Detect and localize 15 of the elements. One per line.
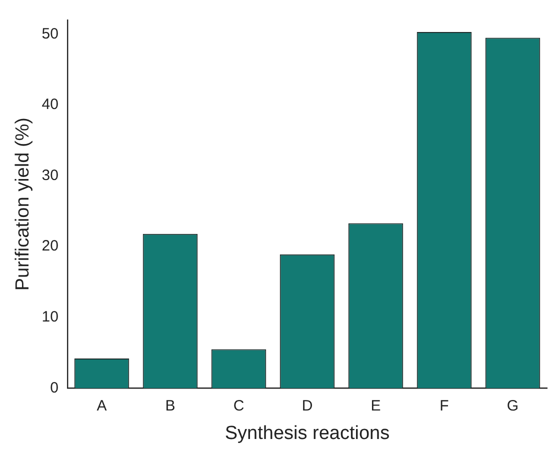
y-axis-title: Purification yield (%) — [12, 118, 34, 291]
x-tick-label: B — [165, 397, 176, 414]
x-tick-label: D — [302, 397, 313, 414]
y-tick-label: 50 — [42, 25, 58, 42]
x-tick-label: C — [233, 397, 244, 414]
y-tick-label: 30 — [42, 166, 58, 184]
y-tick-label: 0 — [50, 379, 58, 396]
x-tick-label: F — [440, 397, 449, 414]
y-tick-label: 20 — [42, 238, 58, 255]
x-tick-label: G — [506, 397, 519, 414]
y-tick-label: 40 — [42, 96, 58, 114]
x-tick-label: A — [96, 397, 107, 414]
y-tick-label: 10 — [42, 308, 58, 326]
x-tick-label: E — [370, 397, 381, 414]
x-axis-title: Synthesis reactions — [224, 422, 390, 444]
